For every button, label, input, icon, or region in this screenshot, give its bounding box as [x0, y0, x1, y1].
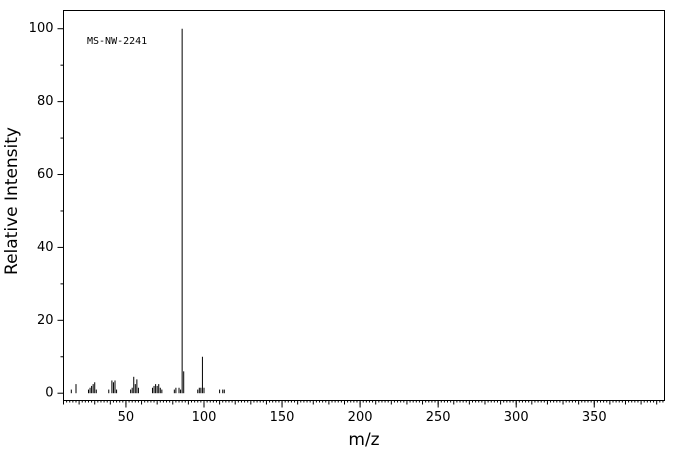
y-tick-label: 100 — [29, 21, 54, 36]
annotation: MS-NW-2241 — [87, 36, 147, 47]
y-tick-label: 0 — [45, 386, 53, 401]
x-tick-label: 100 — [192, 410, 217, 425]
y-tick-label: 20 — [37, 313, 54, 328]
x-tick-label: 300 — [504, 410, 529, 425]
plot-frame — [63, 10, 665, 401]
y-axis-label: Relative Intensity — [2, 127, 22, 275]
x-tick-label: 50 — [118, 410, 135, 425]
y-tick-label: 80 — [37, 94, 54, 109]
x-tick-label: 350 — [582, 410, 607, 425]
y-tick-label: 40 — [37, 240, 54, 255]
x-tick-label: 150 — [270, 410, 295, 425]
x-tick-label: 200 — [348, 410, 373, 425]
x-axis-label: m/z — [348, 430, 379, 450]
y-tick-label: 60 — [37, 167, 54, 182]
x-tick-label: 250 — [426, 410, 451, 425]
